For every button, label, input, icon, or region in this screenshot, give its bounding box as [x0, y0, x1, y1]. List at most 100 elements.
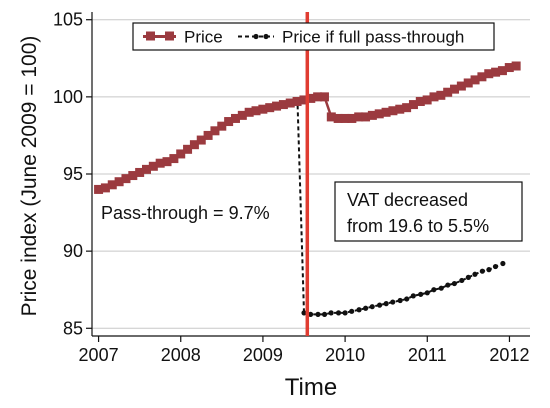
price-point	[402, 103, 412, 113]
x-ticks: 2007 2008 2009 2010 2011 2012	[79, 336, 529, 365]
passthrough-point	[492, 263, 499, 270]
legend-box	[132, 22, 495, 51]
price-point	[237, 110, 247, 120]
price-point	[148, 161, 158, 171]
passthrough-point	[438, 285, 444, 291]
y-tick-label: 105	[53, 10, 83, 30]
legend-price-marker	[146, 31, 155, 41]
passthrough-point	[335, 310, 342, 316]
price-point	[470, 75, 480, 85]
price-point	[429, 92, 439, 102]
price-point	[230, 113, 240, 123]
price-point	[313, 92, 323, 102]
passthrough-point	[390, 299, 396, 305]
price-point	[361, 112, 371, 122]
passthrough-point	[307, 311, 314, 317]
passthrough-point	[404, 296, 410, 302]
vat-box-frame	[334, 181, 523, 242]
x-tick-label: 2011	[408, 345, 447, 365]
y-ticks: 85 90 95 100 105	[53, 10, 92, 338]
price-point	[504, 63, 514, 73]
price-point	[189, 140, 199, 150]
price-point	[354, 112, 364, 122]
price-point	[463, 78, 473, 88]
price-point	[203, 130, 213, 140]
price-point	[292, 96, 302, 106]
price-point	[244, 107, 254, 117]
x-tick-label: 2009	[243, 345, 283, 365]
passthrough-point	[342, 310, 348, 316]
price-point	[285, 98, 295, 108]
passthrough-point	[486, 267, 492, 273]
gridlines	[92, 19, 530, 329]
passthrough-point	[349, 308, 355, 314]
price-point	[114, 177, 124, 187]
price-point	[121, 174, 131, 184]
price-point	[436, 90, 446, 100]
passthrough-point	[418, 291, 424, 297]
legend: Price Price if full pass-through	[132, 22, 495, 51]
price-series	[94, 61, 521, 194]
price-point	[306, 93, 316, 103]
price-point	[155, 158, 165, 168]
price-point	[258, 104, 268, 114]
y-tick-label: 90	[63, 241, 83, 261]
price-point	[408, 100, 418, 110]
price-point	[347, 113, 357, 123]
price-point	[450, 84, 460, 94]
passthrough-point	[472, 271, 478, 277]
legend-passthrough-label: Price if full pass-through	[282, 28, 464, 47]
price-point	[326, 112, 336, 122]
passthrough-point	[410, 293, 416, 299]
x-tick-label: 2008	[161, 345, 201, 365]
x-tick-label: 2007	[79, 345, 119, 365]
passthrough-point	[383, 301, 389, 307]
vat-annotation-line-2: from 19.6 to 5.5%	[347, 216, 489, 236]
passthrough-point	[465, 274, 471, 280]
vat-annotation-line-1: VAT decreased	[347, 190, 468, 210]
price-point	[272, 101, 282, 111]
y-tick-label: 100	[53, 87, 83, 107]
price-point	[491, 67, 501, 77]
price-point	[196, 135, 206, 145]
passthrough-point	[479, 268, 485, 274]
price-point	[94, 184, 104, 194]
price-point	[415, 96, 425, 106]
passthrough-point	[451, 280, 457, 287]
price-point	[319, 92, 329, 102]
price-point	[456, 81, 466, 91]
price-point	[422, 95, 432, 105]
price-point	[176, 149, 186, 159]
price-point	[107, 180, 117, 190]
passthrough-point	[369, 304, 375, 310]
legend-passthrough-marker	[253, 33, 259, 40]
y-tick-label: 85	[63, 318, 83, 338]
price-point	[381, 107, 391, 117]
y-axis-title: Price index (June 2009 = 100)	[18, 36, 41, 317]
price-point	[395, 104, 405, 114]
price-point	[484, 69, 494, 79]
passthrough-point	[500, 260, 506, 267]
price-point	[100, 183, 110, 193]
passthrough-point	[328, 310, 334, 316]
passthrough-point	[356, 307, 362, 313]
price-point	[443, 87, 453, 97]
legend-price-marker	[165, 31, 174, 41]
price-point	[299, 95, 309, 105]
pass-through-series	[296, 98, 506, 317]
price-point	[217, 121, 227, 131]
price-point	[278, 100, 288, 110]
passthrough-point	[397, 297, 403, 304]
x-tick-label: 2010	[325, 345, 365, 365]
price-point	[367, 110, 377, 120]
passthrough-point	[315, 311, 321, 317]
price-point	[497, 66, 507, 76]
price-point	[169, 154, 179, 164]
price-point	[511, 61, 521, 71]
y-tick-label: 95	[63, 164, 83, 184]
price-point	[388, 106, 398, 116]
passthrough-point	[321, 311, 328, 317]
legend-passthrough-marker	[263, 33, 269, 40]
legend-price-label: Price	[184, 28, 223, 47]
